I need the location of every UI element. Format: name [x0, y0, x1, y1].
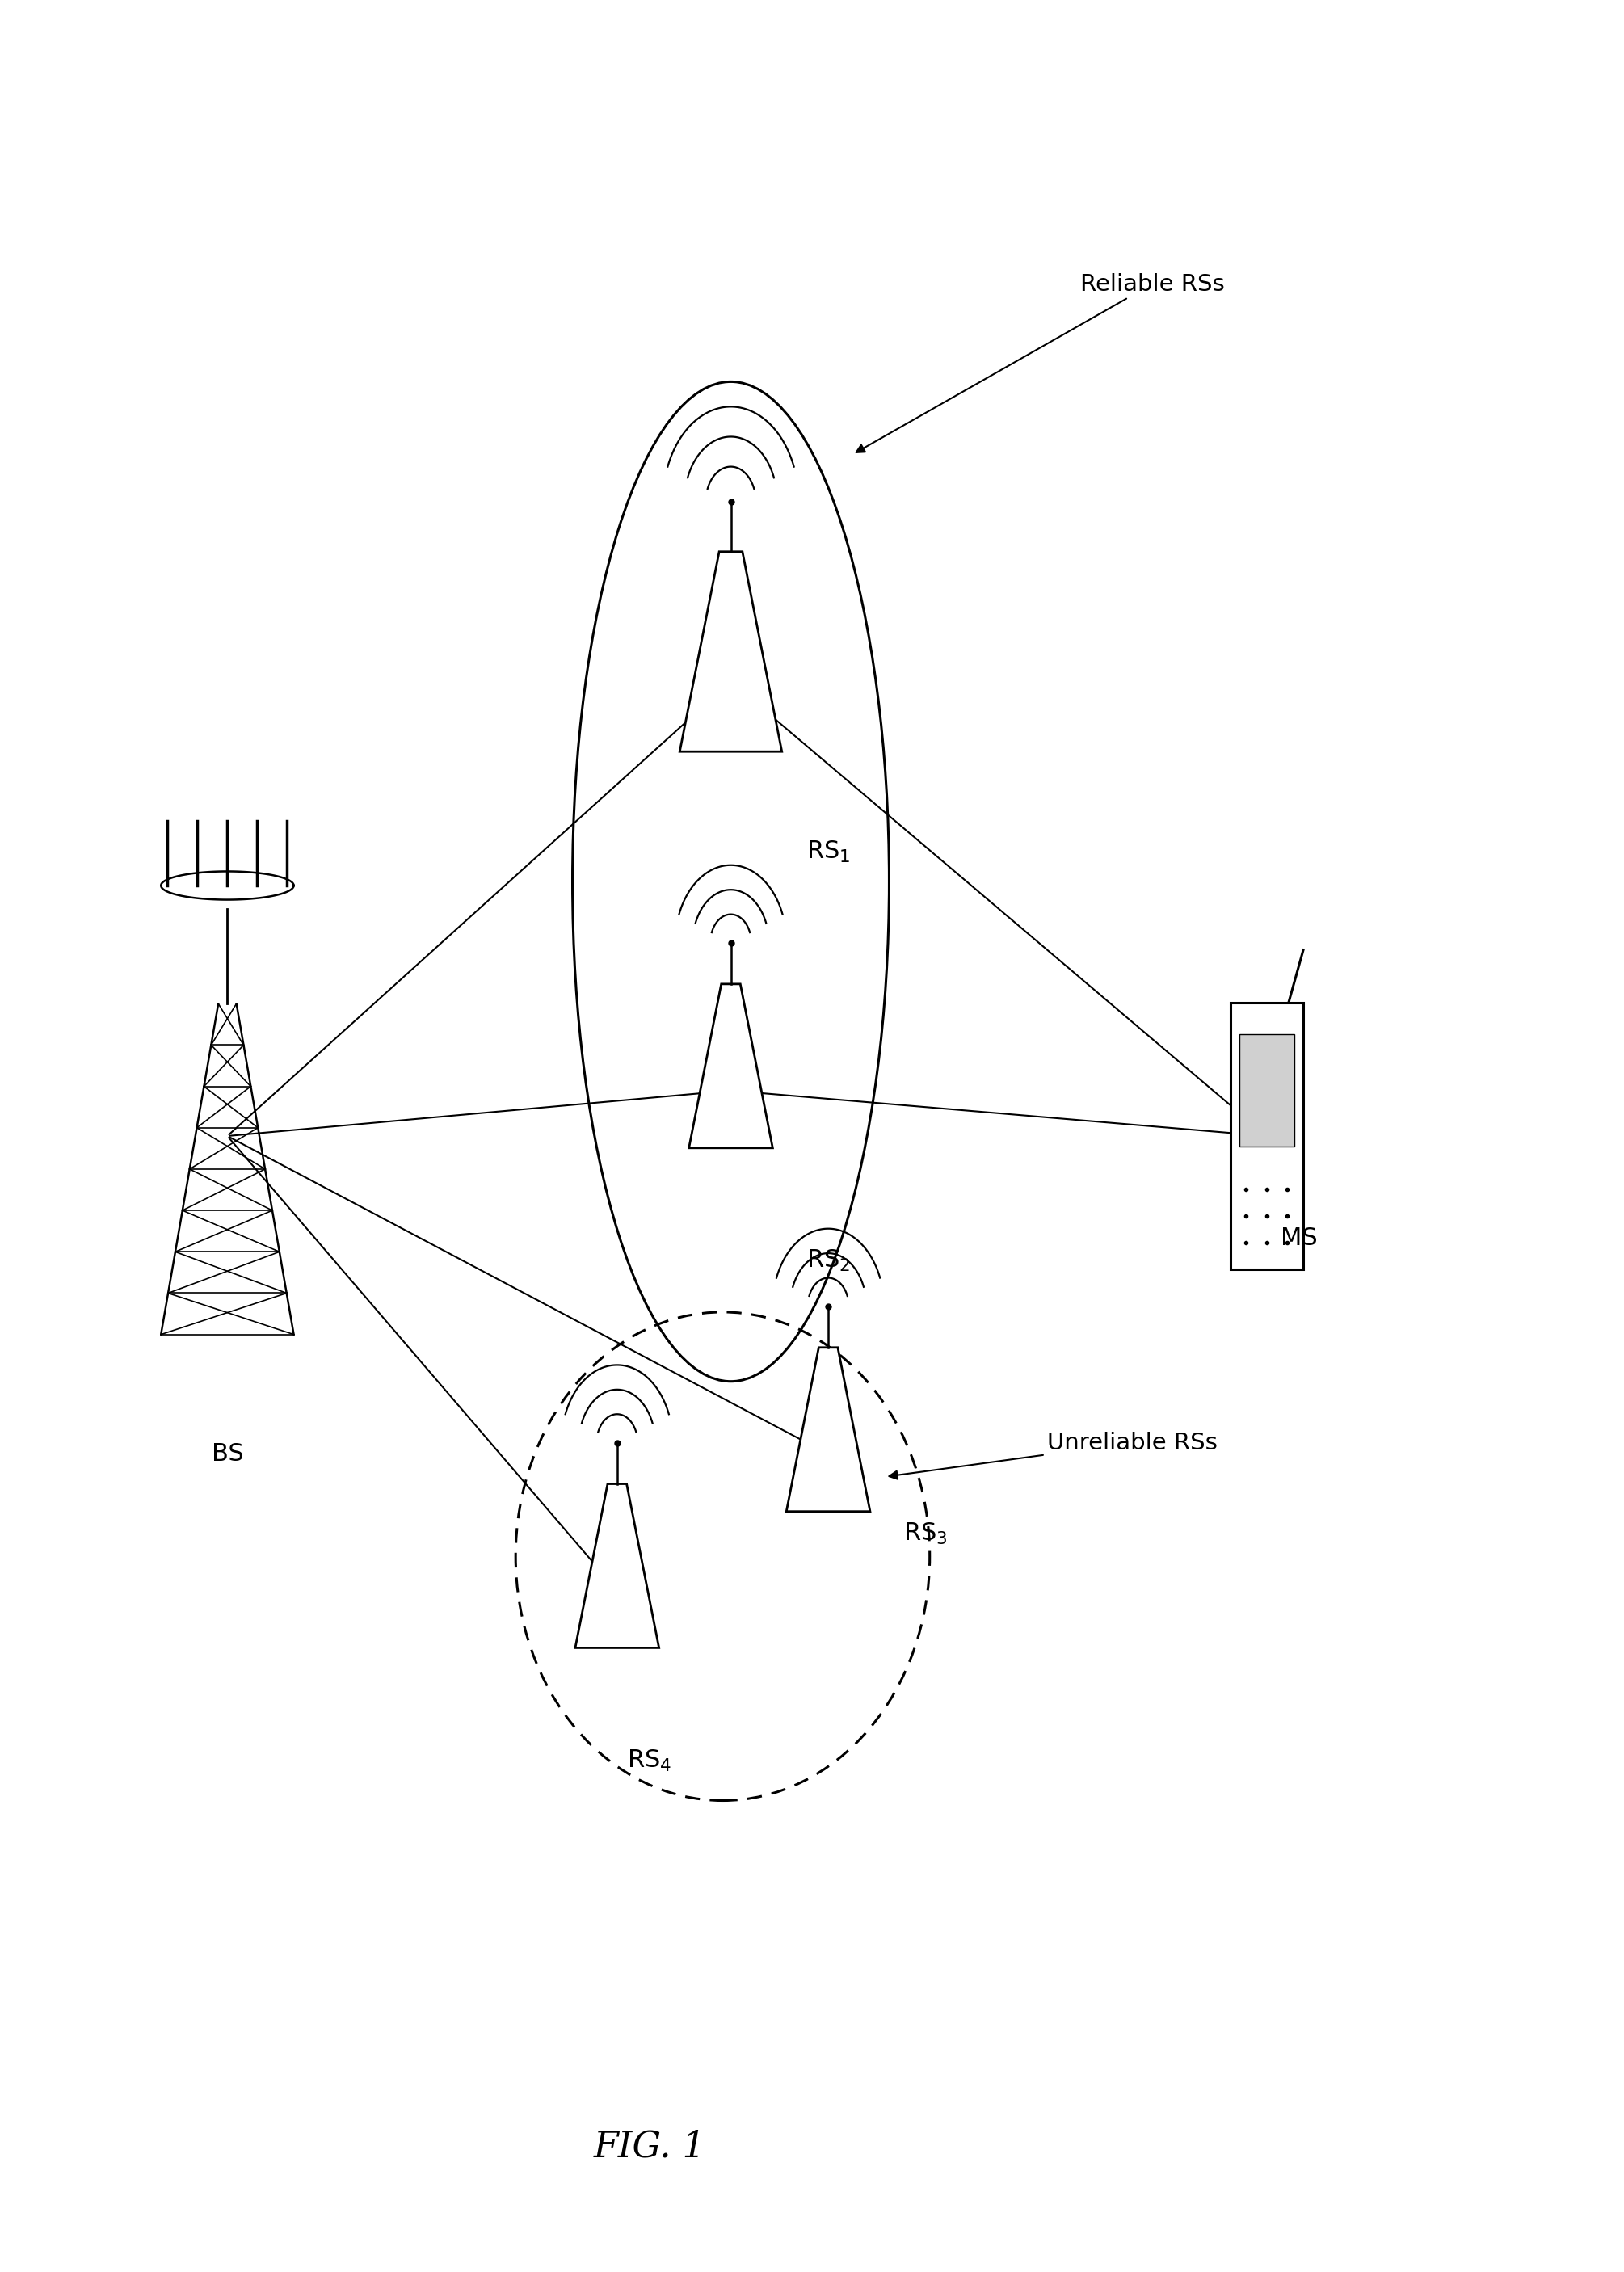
Polygon shape — [689, 984, 773, 1147]
Text: Reliable RSs: Reliable RSs — [856, 273, 1224, 452]
Text: RS$_3$: RS$_3$ — [903, 1520, 948, 1547]
Polygon shape — [680, 552, 781, 752]
Bar — [1229, 1002, 1304, 1270]
Text: FIG. 1: FIG. 1 — [593, 2129, 706, 2165]
Text: RS$_4$: RS$_4$ — [627, 1747, 672, 1774]
Polygon shape — [786, 1347, 870, 1511]
Bar — [1239, 1034, 1294, 1147]
Text: RS$_1$: RS$_1$ — [806, 838, 851, 866]
Text: Unreliable RSs: Unreliable RSs — [890, 1431, 1218, 1479]
Text: RS$_2$: RS$_2$ — [806, 1247, 851, 1275]
Text: BS: BS — [211, 1443, 244, 1465]
Text: MS: MS — [1281, 1227, 1317, 1250]
Polygon shape — [575, 1484, 659, 1647]
